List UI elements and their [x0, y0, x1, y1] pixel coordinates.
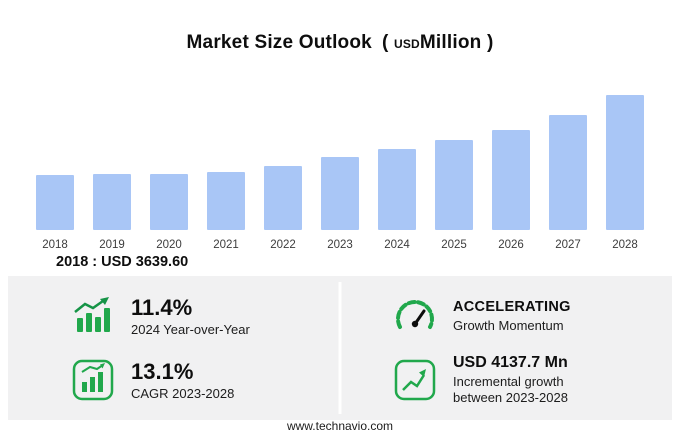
- bar-column: 2028: [606, 86, 644, 251]
- x-tick-label: 2020: [156, 239, 182, 251]
- bar-2023: [321, 157, 359, 230]
- bar-growth-icon: [70, 296, 116, 336]
- x-tick-label: 2022: [270, 239, 296, 251]
- bar-2026: [492, 130, 530, 230]
- title-currency: USD: [393, 37, 420, 51]
- bar-column: 2022: [264, 86, 302, 251]
- stat-cagr: 13.1% CAGR 2023-2028: [18, 348, 340, 412]
- base-year-value: 2018 : USD 3639.60: [56, 254, 189, 270]
- stat-cagr-label: CAGR 2023-2028: [131, 386, 235, 402]
- bar-column: 2023: [321, 86, 359, 251]
- stat-text: USD 4137.7 Mn Incremental growth between…: [453, 354, 603, 407]
- bar-chart: 2018 2019 2020 2021 2022 2023 2024 2025 2026 2027…: [36, 86, 644, 251]
- speedometer-icon: [392, 296, 438, 336]
- bar-2027: [549, 115, 587, 230]
- x-tick-label: 2028: [612, 239, 638, 251]
- x-tick-label: 2024: [384, 239, 410, 251]
- cagr-chart-icon: [70, 358, 116, 402]
- title-open-paren: (: [381, 32, 389, 53]
- website-link[interactable]: www.technavio.com: [286, 419, 394, 433]
- stats-panel: 11.4% 2024 Year-over-Year ACCELERATING G…: [8, 276, 672, 420]
- stat-incremental-value: USD 4137.7 Mn: [453, 353, 568, 371]
- bar-column: 2027: [549, 86, 587, 251]
- page-title: Market Size Outlook ( USDMillion ): [0, 32, 680, 54]
- stat-yoy: 11.4% 2024 Year-over-Year: [18, 284, 340, 348]
- stat-cagr-value: 13.1%: [131, 358, 194, 384]
- stat-yoy-value: 11.4%: [131, 294, 193, 320]
- x-tick-label: 2021: [213, 239, 239, 251]
- bar-2028: [606, 95, 644, 230]
- stat-incremental-label: Incremental growth between 2023-2028: [453, 373, 568, 406]
- x-tick-label: 2018: [42, 239, 68, 251]
- footer: www.technavio.com: [0, 417, 680, 435]
- bar-column: 2019: [93, 86, 131, 251]
- title-close-paren: ): [486, 32, 494, 53]
- bar-2024: [378, 149, 416, 230]
- stat-incremental: USD 4137.7 Mn Incremental growth between…: [340, 348, 662, 412]
- bar-column: 2026: [492, 86, 530, 251]
- stat-momentum-label: Growth Momentum: [453, 317, 564, 333]
- bar-2025: [435, 140, 473, 230]
- bar-column: 2025: [435, 86, 473, 251]
- bar-2020: [150, 174, 188, 230]
- incremental-growth-icon: [392, 358, 438, 402]
- stat-text: 13.1% CAGR 2023-2028: [131, 359, 234, 401]
- panel-divider: [338, 282, 342, 414]
- bar-column: 2024: [378, 86, 416, 251]
- title-main: Market Size Outlook: [186, 32, 372, 53]
- x-tick-label: 2023: [327, 239, 353, 251]
- bar-column: 2020: [150, 86, 188, 251]
- bar-column: 2021: [207, 86, 245, 251]
- stat-text: ACCELERATING Growth Momentum: [453, 299, 571, 333]
- stat-momentum: ACCELERATING Growth Momentum: [340, 284, 662, 348]
- stat-momentum-value: ACCELERATING: [453, 299, 571, 316]
- bar-column: 2018: [36, 86, 74, 251]
- x-tick-label: 2026: [498, 239, 524, 251]
- title-unit: Million: [419, 32, 482, 53]
- x-tick-label: 2027: [555, 239, 581, 251]
- stat-yoy-label: 2024 Year-over-Year: [131, 322, 250, 338]
- x-tick-label: 2019: [99, 239, 125, 251]
- bar-2018: [36, 175, 74, 230]
- x-tick-label: 2025: [441, 239, 467, 251]
- bar-2019: [93, 174, 131, 230]
- bar-2022: [264, 166, 302, 230]
- bar-2021: [207, 172, 245, 230]
- stat-text: 11.4% 2024 Year-over-Year: [131, 295, 250, 337]
